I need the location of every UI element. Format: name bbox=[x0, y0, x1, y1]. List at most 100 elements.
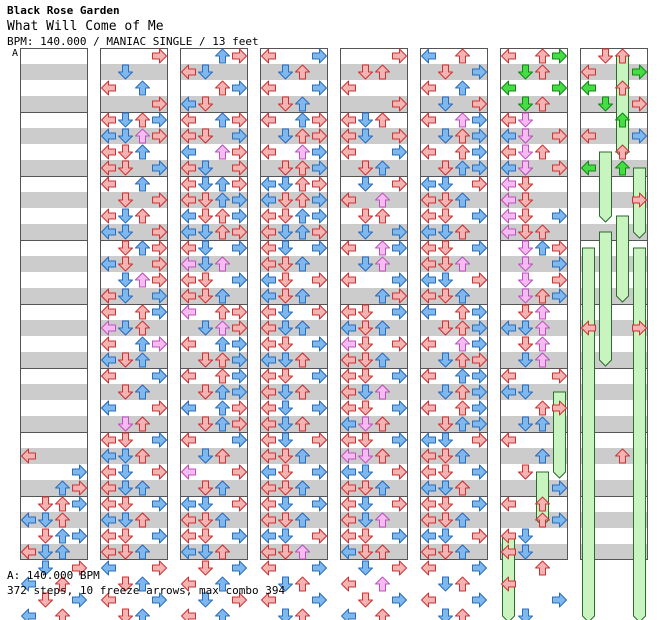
beat-stripe bbox=[420, 192, 488, 208]
up-arrow-icon bbox=[375, 208, 390, 224]
right-arrow-icon bbox=[392, 176, 407, 192]
down-arrow-icon bbox=[438, 608, 453, 620]
up-arrow-icon bbox=[455, 544, 470, 560]
right-arrow-icon bbox=[472, 432, 487, 448]
beat-stripe bbox=[500, 416, 568, 432]
up-arrow-icon bbox=[535, 48, 550, 64]
beat-stripe bbox=[180, 448, 248, 464]
left-arrow-icon bbox=[421, 480, 436, 496]
left-arrow-icon bbox=[501, 176, 516, 192]
right-arrow-icon bbox=[232, 48, 247, 64]
left-arrow-icon bbox=[341, 528, 356, 544]
right-arrow-icon bbox=[232, 160, 247, 176]
down-arrow-icon bbox=[198, 64, 213, 80]
up-arrow-icon bbox=[375, 384, 390, 400]
left-arrow-icon bbox=[21, 576, 36, 592]
column-border bbox=[100, 48, 168, 560]
right-arrow-icon bbox=[552, 80, 567, 96]
freeze-arrow bbox=[582, 247, 595, 620]
down-arrow-icon bbox=[278, 432, 293, 448]
beat-stripe bbox=[580, 416, 648, 432]
beat-stripe bbox=[580, 192, 648, 208]
down-arrow-icon bbox=[438, 544, 453, 560]
beat-stripe bbox=[20, 224, 88, 240]
down-arrow-icon bbox=[358, 64, 373, 80]
right-arrow-icon bbox=[232, 400, 247, 416]
left-arrow-icon bbox=[261, 320, 276, 336]
freeze-arrow bbox=[553, 391, 566, 479]
down-arrow-icon bbox=[278, 544, 293, 560]
beat-stripe bbox=[20, 352, 88, 368]
beat-stripe bbox=[420, 256, 488, 272]
left-arrow-icon bbox=[181, 192, 196, 208]
right-arrow-icon bbox=[472, 592, 487, 608]
left-arrow-icon bbox=[101, 464, 116, 480]
up-arrow-icon bbox=[215, 512, 230, 528]
left-arrow-icon bbox=[421, 304, 436, 320]
left-arrow-icon bbox=[421, 224, 436, 240]
right-arrow-icon bbox=[72, 464, 87, 480]
down-arrow-icon bbox=[278, 576, 293, 592]
left-arrow-icon bbox=[101, 528, 116, 544]
up-arrow-icon bbox=[135, 112, 150, 128]
left-arrow-icon bbox=[341, 464, 356, 480]
left-arrow-icon bbox=[181, 608, 196, 620]
down-arrow-icon bbox=[438, 512, 453, 528]
up-arrow-icon bbox=[375, 608, 390, 620]
down-arrow-icon bbox=[438, 576, 453, 592]
down-arrow-icon bbox=[518, 192, 533, 208]
left-arrow-icon bbox=[101, 448, 116, 464]
freeze-arrow bbox=[599, 151, 612, 223]
right-arrow-icon bbox=[152, 528, 167, 544]
left-arrow-icon bbox=[21, 512, 36, 528]
up-arrow-icon bbox=[455, 448, 470, 464]
up-arrow-icon bbox=[455, 320, 470, 336]
left-arrow-icon bbox=[341, 400, 356, 416]
left-arrow-icon bbox=[181, 464, 196, 480]
up-arrow-icon bbox=[455, 144, 470, 160]
down-arrow-icon bbox=[198, 288, 213, 304]
beat-stripe bbox=[340, 256, 408, 272]
left-arrow-icon bbox=[101, 544, 116, 560]
right-arrow-icon bbox=[152, 368, 167, 384]
right-arrow-icon bbox=[392, 240, 407, 256]
left-arrow-icon bbox=[501, 368, 516, 384]
up-arrow-icon bbox=[135, 384, 150, 400]
down-arrow-icon bbox=[438, 528, 453, 544]
right-arrow-icon bbox=[552, 240, 567, 256]
down-arrow-icon bbox=[518, 112, 533, 128]
beat-stripe bbox=[420, 320, 488, 336]
beat-stripe bbox=[500, 192, 568, 208]
beat-stripe bbox=[180, 128, 248, 144]
left-arrow-icon bbox=[181, 256, 196, 272]
column-border bbox=[500, 48, 568, 560]
left-arrow-icon bbox=[501, 496, 516, 512]
beat-stripe bbox=[20, 160, 88, 176]
beat-stripe bbox=[180, 192, 248, 208]
column-border bbox=[420, 48, 488, 560]
left-arrow-icon bbox=[501, 224, 516, 240]
down-arrow-icon bbox=[358, 480, 373, 496]
right-arrow-icon bbox=[232, 272, 247, 288]
left-arrow-icon bbox=[181, 128, 196, 144]
up-arrow-icon bbox=[215, 176, 230, 192]
up-arrow-icon bbox=[135, 272, 150, 288]
left-arrow-icon bbox=[261, 560, 276, 576]
column-border bbox=[20, 48, 88, 560]
beat-stripe bbox=[340, 128, 408, 144]
beat-stripe bbox=[420, 544, 488, 560]
down-arrow-icon bbox=[38, 528, 53, 544]
down-arrow-icon bbox=[438, 160, 453, 176]
down-arrow-icon bbox=[438, 448, 453, 464]
beat-stripe bbox=[260, 64, 328, 80]
beat-stripe bbox=[100, 64, 168, 80]
left-arrow-icon bbox=[421, 288, 436, 304]
right-arrow-icon bbox=[312, 192, 327, 208]
down-arrow-icon bbox=[198, 272, 213, 288]
down-arrow-icon bbox=[118, 288, 133, 304]
up-arrow-icon bbox=[215, 608, 230, 620]
down-arrow-icon bbox=[518, 384, 533, 400]
beat-stripe bbox=[420, 416, 488, 432]
beat-stripe bbox=[580, 320, 648, 336]
beat-stripe bbox=[100, 256, 168, 272]
